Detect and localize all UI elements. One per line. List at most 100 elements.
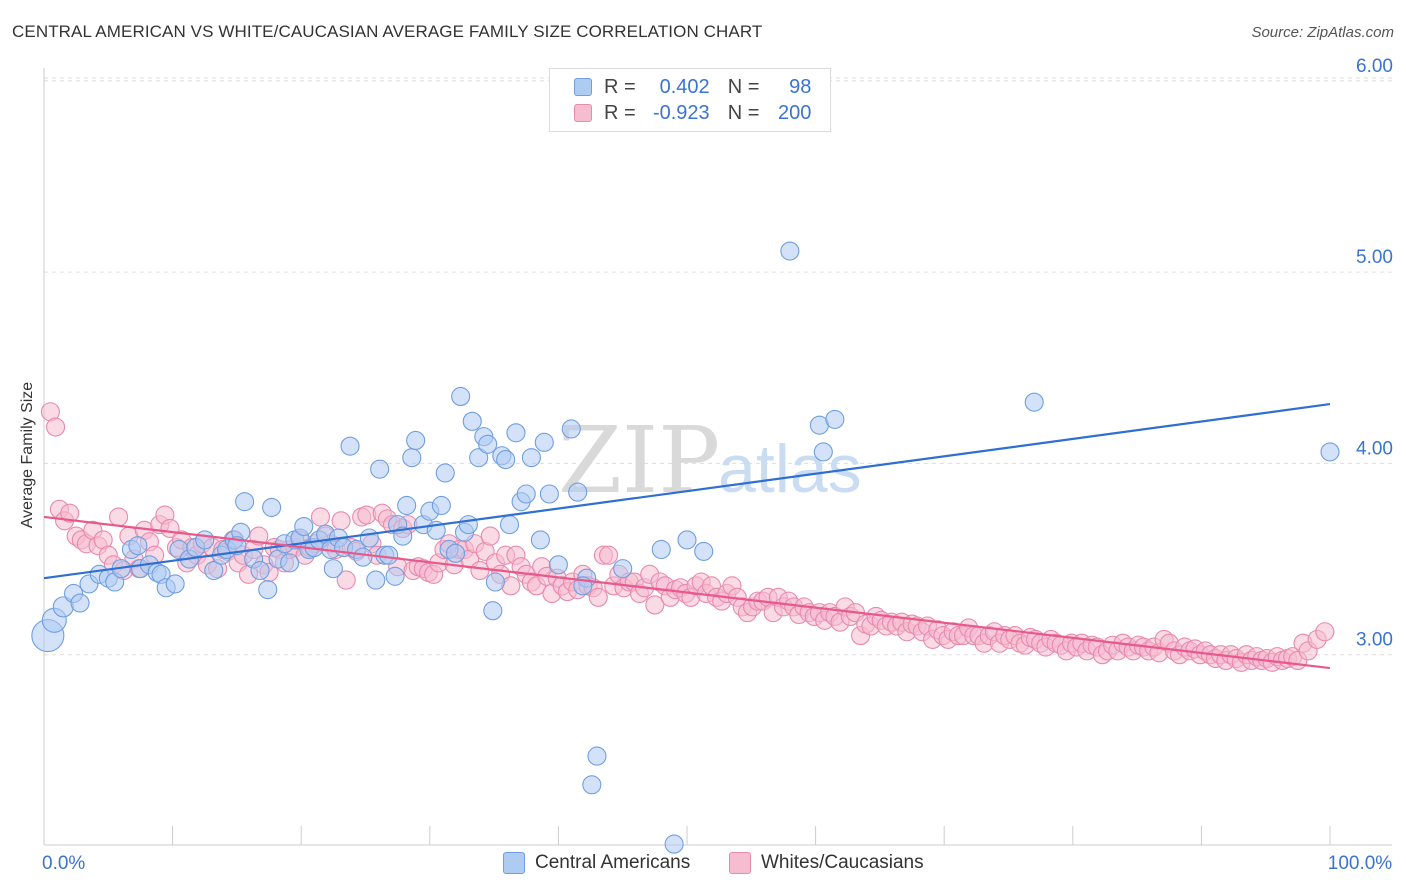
central-americans-point: [780, 241, 800, 261]
whites-point: [588, 587, 608, 607]
central-americans-point: [694, 541, 714, 561]
central-americans-point: [353, 547, 373, 567]
legend-r-value: 0.402: [659, 75, 710, 98]
central-americans-point: [534, 432, 554, 452]
legend-swatch-pink: [574, 104, 592, 122]
central-americans-point: [825, 409, 845, 429]
central-americans-point: [366, 570, 386, 590]
central-americans-point: [483, 601, 503, 621]
whites-point: [336, 570, 356, 590]
central-americans-point: [496, 450, 516, 470]
watermark: ZIP atlas: [558, 407, 862, 514]
central-americans-trend-line: [43, 403, 1331, 580]
y-tick-label: 4.00: [1356, 438, 1393, 459]
central-americans-point: [506, 423, 526, 443]
central-americans-point: [393, 526, 413, 546]
legend-row-whites: R = -0.923 N = 200: [574, 102, 811, 124]
central-americans-point: [813, 442, 833, 462]
legend-row-central-americans: R = 0.402 N = 98: [574, 76, 811, 98]
central-americans-point: [262, 497, 282, 517]
whites-point: [470, 560, 490, 581]
central-americans-point: [651, 539, 671, 560]
y-tick-label: 5.00: [1356, 247, 1393, 268]
central-americans-point: [204, 560, 224, 581]
central-americans-point: [1320, 442, 1340, 462]
central-americans-point: [370, 459, 390, 479]
central-americans-point: [445, 543, 466, 563]
central-americans-point: [530, 530, 550, 550]
whites-point: [109, 507, 129, 527]
whites-point: [46, 417, 66, 437]
legend-n-label: N =: [727, 75, 760, 98]
central-americans-point: [406, 430, 426, 450]
central-americans-point: [195, 530, 215, 550]
whites-point: [1315, 622, 1335, 642]
watermark-atlas: atlas: [718, 431, 862, 507]
central-americans-point: [548, 555, 568, 575]
bottom-legend-swatch-pink: [729, 852, 751, 874]
chart-title: CENTRAL AMERICAN VS WHITE/CAUCASIAN AVER…: [12, 22, 763, 41]
central-americans-point: [469, 448, 489, 468]
central-americans-point: [499, 515, 520, 535]
x-tick-label: 100.0%: [1328, 853, 1393, 874]
central-americans-point: [235, 492, 255, 512]
y-axis-label: Average Family Size: [19, 381, 36, 529]
central-americans-point: [340, 436, 360, 456]
central-americans-point: [1024, 392, 1044, 412]
central-americans-point: [379, 545, 399, 565]
whites-point: [599, 545, 619, 565]
central-americans-point: [613, 559, 633, 579]
whites-point: [60, 503, 80, 523]
central-americans-point: [431, 495, 451, 516]
trend-lines: [43, 403, 1331, 670]
central-americans-point: [451, 386, 471, 406]
whites-point: [645, 595, 665, 615]
source-label: Source: ZipAtlas.com: [1251, 24, 1394, 41]
central-americans-point: [385, 566, 405, 586]
whites-point: [480, 526, 500, 546]
central-americans-point: [128, 536, 148, 556]
central-americans-point: [516, 484, 536, 504]
x-tick-label: 0.0%: [42, 853, 85, 874]
central-americans-point: [485, 572, 505, 592]
bottom-legend-label: Whites/Caucasians: [761, 852, 924, 873]
central-americans-point: [70, 593, 90, 613]
whites-trend-line: [43, 515, 1331, 670]
central-americans-point: [258, 580, 278, 600]
central-americans-point: [250, 560, 270, 581]
central-americans-point: [280, 553, 300, 573]
axes: [43, 68, 1392, 846]
central-americans-point: [521, 448, 541, 468]
stats-legend: R = 0.402 N = 98 R = -0.923 N = 200: [549, 68, 831, 132]
central-americans-point: [397, 495, 417, 516]
central-americans-point: [462, 411, 482, 431]
central-americans-point: [294, 516, 314, 537]
bottom-legend-swatch-blue: [503, 852, 525, 874]
legend-r-label: R =: [604, 101, 636, 124]
central-americans-point: [568, 482, 588, 502]
y-tick-label: 6.00: [1356, 56, 1393, 77]
central-americans-point: [561, 419, 581, 439]
central-americans-point: [323, 559, 343, 579]
legend-n-value: 200: [778, 101, 812, 124]
bottom-legend-whites: Whites/Caucasians: [729, 852, 924, 874]
legend-swatch-blue: [574, 78, 592, 96]
central-americans-point: [677, 530, 697, 550]
legend-r-value: -0.923: [652, 101, 710, 124]
legend-n-value: 98: [789, 75, 812, 98]
central-americans-point: [478, 434, 498, 454]
bottom-legend-label: Central Americans: [535, 852, 691, 873]
y-tick-label: 3.00: [1356, 630, 1393, 651]
series-central-americans-points: [31, 241, 1340, 854]
central-americans-point: [402, 448, 422, 468]
bottom-legend-central-americans: Central Americans: [503, 852, 690, 874]
central-americans-point: [359, 528, 379, 548]
central-americans-point: [435, 463, 455, 483]
central-americans-point: [539, 484, 559, 504]
whites-point: [331, 511, 351, 531]
whites-point: [310, 507, 331, 527]
central-americans-point: [582, 775, 602, 795]
legend-n-label: N =: [727, 101, 760, 124]
legend-r-label: R =: [604, 75, 636, 98]
